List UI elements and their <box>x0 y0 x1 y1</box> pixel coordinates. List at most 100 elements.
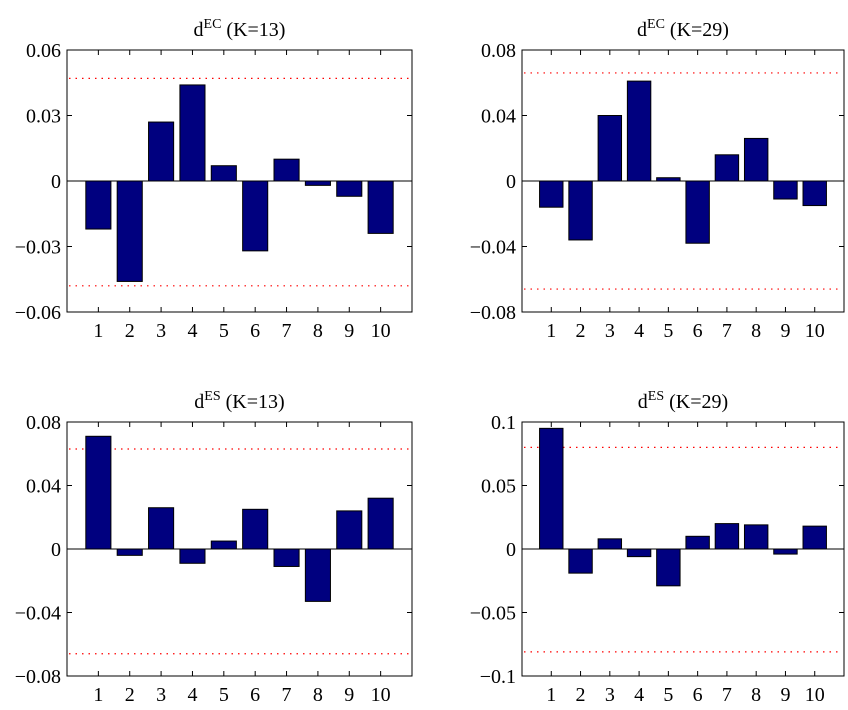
title-superscript: EC <box>204 17 222 32</box>
y-tick-label: −0.04 <box>15 603 61 625</box>
y-tick-label: 0 <box>51 539 61 561</box>
bar-4 <box>179 548 206 564</box>
bar-7 <box>273 158 300 182</box>
title-main: d <box>194 391 204 413</box>
bar-1 <box>539 427 564 550</box>
title-superscript: ES <box>648 389 664 404</box>
y-tick-label: 0.04 <box>26 476 61 498</box>
y-tick-label: 0 <box>506 539 516 561</box>
x-tick-label: 7 <box>282 320 292 342</box>
bar-7 <box>273 548 300 567</box>
x-tick-label: 5 <box>219 320 229 342</box>
y-tick-label: −0.03 <box>15 237 61 259</box>
x-tick-label: 8 <box>751 684 761 705</box>
x-tick-label: 4 <box>187 320 197 342</box>
chart-title: dES (K=13) <box>194 389 284 413</box>
title-main: d <box>638 391 648 413</box>
x-tick-label: 4 <box>187 684 197 705</box>
bar-2 <box>116 180 143 282</box>
y-tick-label: −0.05 <box>470 603 516 625</box>
bar-9 <box>773 548 798 555</box>
y-tick-label: 0.06 <box>26 40 61 62</box>
bar-9 <box>773 180 798 200</box>
x-tick-label: 7 <box>722 684 732 705</box>
chart-panel-2: dEC (K=29) −0.08 −0.04 0 0.04 0.08 1 2 3 4 5 6 7 8 9 10 <box>470 17 845 342</box>
bar-10 <box>367 497 394 550</box>
bar-3 <box>597 538 623 550</box>
chart-panel-3: dES (K=13) −0.08 −0.04 0 0.04 0.08 1 2 3 4 5 6 7 8 9 10 <box>15 389 413 706</box>
bar-3 <box>148 507 175 550</box>
title-main: d <box>194 19 204 41</box>
title-suffix: (K=13) <box>221 19 285 41</box>
x-tick-label: 9 <box>780 320 790 342</box>
y-tick-label: −0.06 <box>15 302 61 324</box>
y-tick-label: 0.04 <box>481 106 516 128</box>
bar-10 <box>802 180 827 207</box>
x-tick-label: 8 <box>313 320 323 342</box>
y-tick-label: −0.08 <box>470 302 516 324</box>
title-suffix: (K=13) <box>221 391 285 413</box>
y-tick-label: 0.08 <box>481 40 516 62</box>
y-tick-label: 0.1 <box>491 412 516 434</box>
bar-6 <box>242 508 269 550</box>
bar-2 <box>568 180 593 241</box>
chart-title: dEC (K=29) <box>637 17 729 41</box>
y-tick-label: 0.05 <box>481 476 516 498</box>
y-tick-label: −0.1 <box>480 666 516 688</box>
title-main: d <box>637 19 647 41</box>
bar-10 <box>367 180 394 234</box>
x-tick-label: 3 <box>605 684 615 705</box>
bar-10 <box>802 525 827 550</box>
x-tick-label: 1 <box>93 684 103 705</box>
x-tick-label: 1 <box>93 320 103 342</box>
y-tick-label: 0 <box>506 171 516 193</box>
x-tick-label: 2 <box>125 320 135 342</box>
x-tick-label: 7 <box>282 684 292 705</box>
x-tick-label: 3 <box>605 320 615 342</box>
x-tick-label: 3 <box>156 684 166 705</box>
chart-panel-4: dES (K=29) −0.1 −0.05 0 0.05 0.1 1 2 3 4 5 6 7 8 9 10 <box>470 389 845 706</box>
y-tick-label: 0 <box>51 171 61 193</box>
x-tick-label: 2 <box>125 684 135 705</box>
x-tick-label: 8 <box>751 320 761 342</box>
chart-panel-1: dEC (K=13) −0.06 −0.03 0 0.03 0.06 1 2 3 4 5 6 7 8 9 10 <box>15 17 413 342</box>
title-superscript: ES <box>204 389 220 404</box>
x-tick-label: 6 <box>693 320 703 342</box>
bar-2 <box>568 548 593 574</box>
bar-6 <box>685 535 710 550</box>
bar-6 <box>242 180 269 252</box>
x-tick-label: 9 <box>344 684 354 705</box>
bar-1 <box>85 435 112 550</box>
x-tick-label: 4 <box>634 320 644 342</box>
x-tick-label: 5 <box>663 320 673 342</box>
x-tick-label: 9 <box>344 320 354 342</box>
bar-3 <box>597 115 623 182</box>
bar-4 <box>626 80 652 182</box>
x-tick-label: 6 <box>250 684 260 705</box>
x-tick-label: 4 <box>634 684 644 705</box>
y-tick-label: −0.04 <box>470 237 516 259</box>
bar-5 <box>210 165 237 182</box>
bar-8 <box>743 524 769 550</box>
bar-2 <box>116 548 143 556</box>
x-tick-label: 6 <box>693 684 703 705</box>
bar-8 <box>304 548 331 602</box>
title-suffix: (K=29) <box>664 391 728 413</box>
x-tick-label: 10 <box>371 684 391 705</box>
bar-8 <box>304 180 331 186</box>
chart-title: dEC (K=13) <box>194 17 286 41</box>
x-tick-label: 6 <box>250 320 260 342</box>
bar-7 <box>714 154 740 182</box>
bar-8 <box>743 137 769 182</box>
x-tick-label: 5 <box>219 684 229 705</box>
bar-7 <box>714 523 740 550</box>
x-tick-label: 8 <box>313 684 323 705</box>
title-suffix: (K=29) <box>665 19 729 41</box>
x-tick-label: 2 <box>576 320 586 342</box>
x-tick-label: 9 <box>780 684 790 705</box>
x-tick-label: 1 <box>546 684 556 705</box>
bar-9 <box>336 510 363 550</box>
x-tick-label: 3 <box>156 320 166 342</box>
x-tick-label: 2 <box>576 684 586 705</box>
bar-5 <box>210 540 237 550</box>
